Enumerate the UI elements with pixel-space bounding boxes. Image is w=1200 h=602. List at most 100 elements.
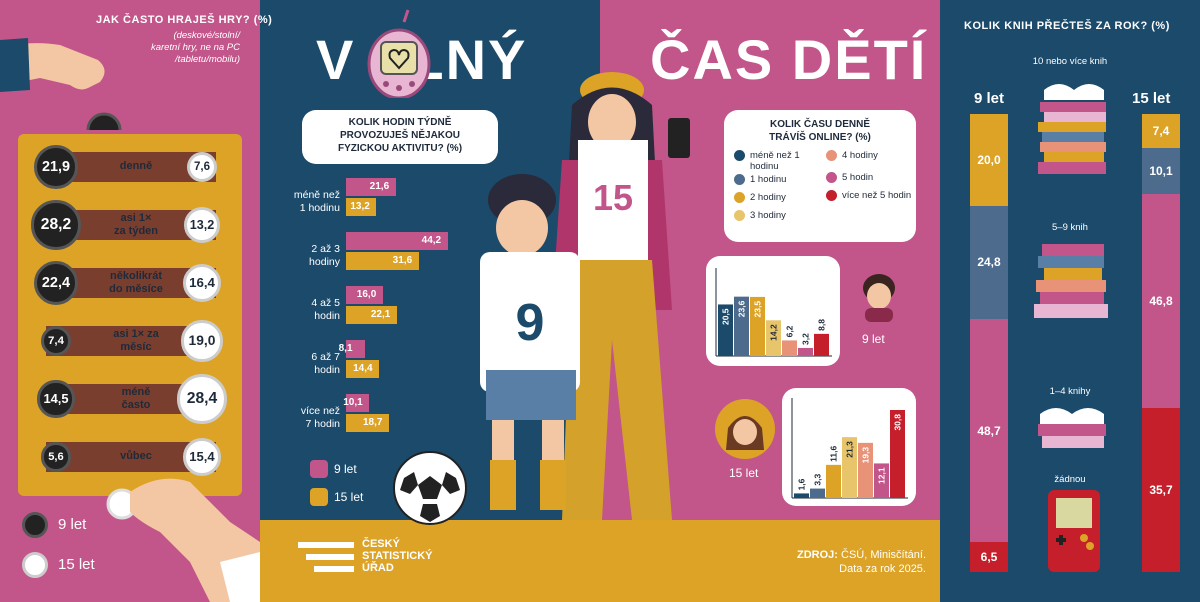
books-category-label: 5–9 knih	[1052, 222, 1088, 233]
games-value-9: 21,9	[34, 145, 78, 189]
online-legend: méně než 1 hodinu 1 hodinu 2 hodiny 3 hodin…	[734, 150, 911, 236]
activity-category-label: 2 až 3 hodiny	[260, 243, 340, 269]
online-bar	[842, 437, 857, 498]
activity-value-15: 31,6	[392, 255, 413, 266]
books-stack-medium-icon	[1034, 244, 1108, 318]
books-value-9: 20,0	[977, 152, 1001, 167]
activity-value-15: 13,2	[350, 201, 370, 212]
activity-category-line: 4 až 5	[311, 297, 340, 309]
activity-category-line: 2 až 3	[311, 243, 340, 255]
online-value-label: 21,3	[845, 441, 855, 458]
activity-bar-9	[346, 340, 365, 358]
online-legend-label: méně než 1 hodinu	[750, 150, 800, 172]
handheld-game-icon	[1048, 490, 1100, 572]
games-row: 7,4 19,0 asi 1× za měsíc	[26, 316, 234, 366]
books-category-label: 1–4 knihy	[1049, 386, 1091, 397]
girl-shirt-number: 15	[593, 177, 633, 218]
books-category-label: 10 nebo více knih	[1032, 56, 1108, 67]
books-value-9: 24,8	[977, 255, 1001, 270]
online-legend-item: 4 hodiny	[826, 150, 914, 161]
online-legend-label: 4 hodiny	[842, 150, 878, 161]
legend-15-swatch	[22, 552, 48, 578]
games-value-15: 15,4	[183, 438, 221, 476]
online-legend-item: méně než 1 hodinu	[734, 150, 822, 172]
games-row: 5,6 15,4 vůbec	[26, 432, 234, 482]
games-value-15: 7,6	[186, 151, 218, 183]
online-bar	[798, 347, 813, 356]
online-value-label: 30,8	[893, 414, 903, 431]
books-segment-9: 20,0	[970, 114, 1008, 206]
online-9-label: 9 let	[862, 332, 885, 346]
online-value-label: 6,2	[785, 325, 795, 337]
games-value-15: 19,0	[181, 320, 223, 362]
activity-value-9: 10,1	[343, 397, 363, 408]
legend-15-label: 15 let	[58, 556, 95, 573]
activity-legend-15-label: 15 let	[334, 490, 364, 504]
online-bar	[794, 493, 809, 498]
footer-band	[260, 520, 940, 602]
books-value-15: 7,4	[1152, 123, 1170, 138]
games-category-label: vůbec	[96, 450, 176, 463]
online-bar	[766, 320, 781, 356]
books-segment-15: 10,1	[1142, 147, 1180, 195]
online-legend-item: 3 hodiny	[734, 210, 822, 221]
books-stack-small-icon	[1038, 408, 1106, 448]
games-category-label: méně často	[96, 386, 176, 412]
books-col-9-label: 9 let	[974, 90, 1005, 107]
activity-category-line: méně než	[293, 189, 340, 201]
online-value-label: 1,6	[797, 478, 807, 490]
online-bar	[750, 296, 765, 356]
activity-value-15: 14,4	[353, 363, 373, 374]
games-value-15: 16,4	[182, 263, 222, 303]
online-legend-swatch	[826, 150, 837, 161]
games-category-label: denně	[96, 160, 176, 173]
games-category-label: asi 1× za měsíc	[96, 328, 176, 354]
games-value-9: 7,4	[40, 325, 72, 357]
games-row: 22,4 16,4 několikrát do měsíce	[26, 258, 234, 308]
online-question-bubble: KOLIK ČASU DENNĚ TRÁVÍŠ ONLINE? (%) méně…	[724, 110, 916, 242]
books-segment-15: 35,7	[1142, 408, 1180, 572]
token-dark-icon	[86, 112, 122, 130]
legend-9-swatch	[22, 512, 48, 538]
games-board: 21,9 7,6 denně 28,2 13,2 asi 1× za týden 22,4 16…	[18, 134, 242, 496]
online-bar	[874, 463, 889, 498]
hand-top-illustration	[0, 38, 122, 130]
boy-shirt-number: 9	[516, 294, 545, 352]
games-category-line: několikrát	[110, 270, 162, 282]
csu-logo-text: ČESKÝ STATISTICKÝ ÚŘAD	[362, 538, 433, 574]
online-15-label: 15 let	[729, 466, 759, 480]
games-value-9: 5,6	[41, 442, 71, 472]
online-value-label: 8,8	[817, 319, 827, 331]
games-subtitle: (deskové/stolní/ karetní hry, ne na PC /…	[150, 30, 240, 65]
games-row: 28,2 13,2 asi 1× za týden	[26, 200, 234, 250]
online-legend-label: 5 hodin	[842, 172, 874, 183]
online-legend-item: 5 hodin	[826, 172, 914, 183]
activity-category-line: více než	[300, 405, 340, 417]
games-value-15: 28,4	[177, 374, 227, 424]
activity-category-label: více než 7 hodin	[260, 405, 340, 431]
games-category-line: měsíc	[120, 341, 152, 353]
activity-value-15: 18,7	[363, 417, 383, 428]
legend-9-label: 9 let	[58, 516, 87, 533]
online-legend-item: 1 hodinu	[734, 174, 822, 185]
online-legend-label: 2 hodiny	[750, 192, 786, 203]
online-bar	[718, 304, 733, 356]
online-value-label: 23,6	[737, 300, 747, 317]
books-segment-9: 48,7	[970, 319, 1008, 543]
phone-icon	[668, 118, 690, 158]
boy-avatar	[849, 263, 909, 323]
games-title: JAK ČASTO HRAJEŠ HRY? (%)	[96, 14, 273, 26]
books-category-label: žádnou	[1054, 474, 1086, 485]
activity-bar-9	[346, 178, 396, 196]
activity-bar-9	[346, 232, 448, 250]
online-bar	[810, 488, 825, 498]
activity-category-line: 6 až 7	[311, 351, 340, 363]
activity-legend-15-swatch	[310, 488, 328, 506]
activity-value-15: 22,1	[370, 309, 391, 320]
activity-value-9: 44,2	[421, 235, 442, 246]
online-legend-swatch	[734, 192, 745, 203]
online-value-label: 3,2	[801, 333, 811, 345]
activity-bar-15	[346, 306, 397, 324]
activity-category-line: 1 hodinu	[299, 202, 340, 214]
online-chart-9: 20,5 23,6 23,5 14,2 6,2 3,2 8,8	[715, 268, 832, 357]
